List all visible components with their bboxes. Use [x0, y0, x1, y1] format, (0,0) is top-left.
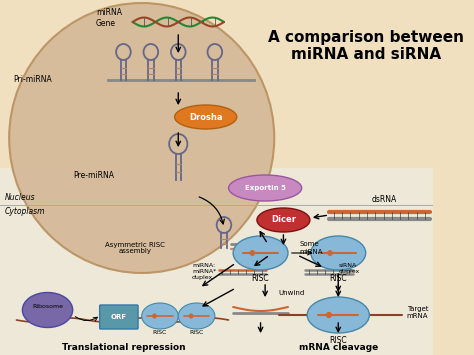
Text: Exportin 5: Exportin 5 — [245, 185, 285, 191]
Ellipse shape — [22, 293, 73, 328]
FancyBboxPatch shape — [100, 305, 138, 329]
Ellipse shape — [311, 236, 366, 270]
Text: Drosha: Drosha — [189, 113, 222, 121]
Text: Unwind: Unwind — [279, 290, 305, 296]
Text: Pre-miRNA: Pre-miRNA — [73, 170, 114, 180]
Bar — [0, 168, 433, 355]
Text: miRNA
Gene: miRNA Gene — [96, 8, 122, 28]
Ellipse shape — [326, 312, 332, 318]
Text: Pri-miRNA: Pri-miRNA — [14, 76, 53, 84]
Text: Dicer: Dicer — [271, 215, 296, 224]
Ellipse shape — [228, 175, 301, 201]
Text: Nucleus: Nucleus — [5, 193, 35, 202]
Text: RISC: RISC — [329, 274, 347, 283]
Text: mRNA cleavage: mRNA cleavage — [299, 344, 378, 353]
Text: RISC: RISC — [190, 330, 204, 335]
Text: Translational repression: Translational repression — [62, 344, 185, 353]
Text: RISC: RISC — [252, 274, 269, 283]
Text: A comparison between
miRNA and siRNA: A comparison between miRNA and siRNA — [268, 30, 464, 62]
Text: RISC: RISC — [329, 336, 347, 345]
Ellipse shape — [257, 208, 310, 232]
Text: Ribosome: Ribosome — [32, 305, 63, 310]
Text: miRNA:
miRNA*
duplex: miRNA: miRNA* duplex — [192, 263, 216, 280]
Ellipse shape — [152, 313, 157, 318]
Ellipse shape — [142, 303, 178, 329]
Text: Some
miRNA: Some miRNA — [300, 241, 323, 255]
Text: Asymmetric RISC
assembly: Asymmetric RISC assembly — [105, 241, 165, 255]
Ellipse shape — [233, 236, 288, 270]
Ellipse shape — [9, 3, 274, 273]
Ellipse shape — [307, 297, 369, 333]
Text: dsRNA: dsRNA — [371, 196, 397, 204]
Ellipse shape — [328, 250, 333, 256]
Ellipse shape — [189, 313, 193, 318]
Text: ORF: ORF — [111, 314, 127, 320]
Text: Cytoplasm: Cytoplasm — [5, 208, 45, 217]
Ellipse shape — [178, 303, 215, 329]
Ellipse shape — [250, 250, 255, 256]
Text: RISC: RISC — [153, 330, 167, 335]
Ellipse shape — [174, 105, 237, 129]
Text: siRNA
duplex: siRNA duplex — [338, 263, 359, 274]
Text: Target
mRNA: Target mRNA — [407, 306, 428, 318]
